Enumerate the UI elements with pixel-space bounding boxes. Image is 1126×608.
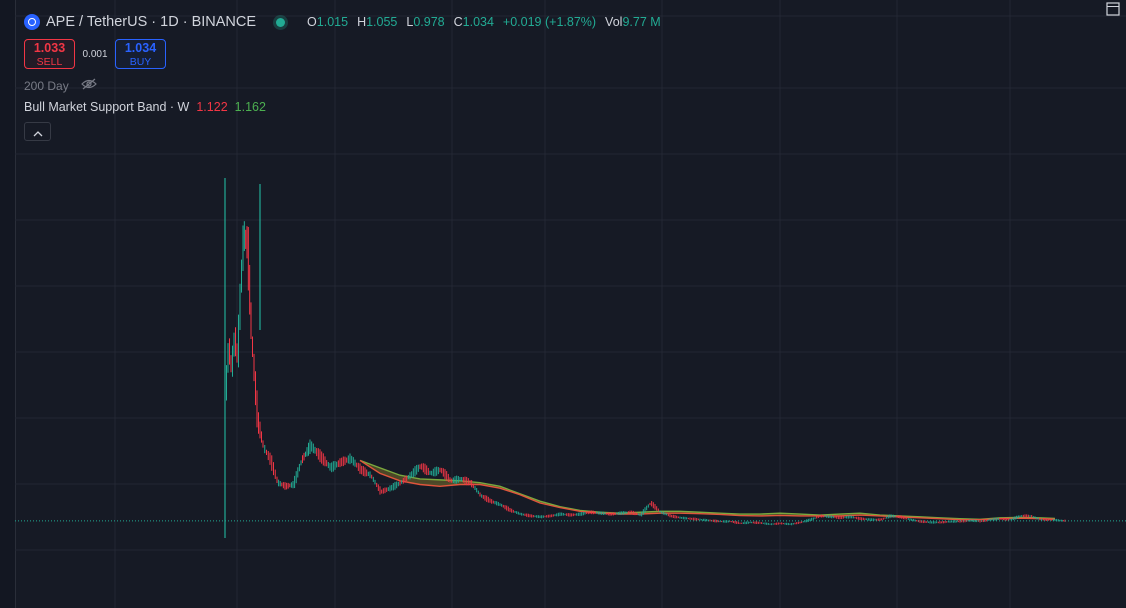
ma-indicator-label: 200 Day xyxy=(24,78,69,93)
trade-buttons: 1.033 SELL 0.001 1.034 BUY xyxy=(24,39,661,69)
band-fill xyxy=(360,460,1055,520)
low-key: L xyxy=(406,15,414,29)
chevron-up-icon xyxy=(33,124,43,140)
volume-value: 9.77 M xyxy=(622,15,661,29)
band-indicator-name: Bull Market Support Band · W xyxy=(24,100,190,114)
sell-price: 1.033 xyxy=(33,41,66,55)
band-upper-line xyxy=(359,459,1056,520)
symbol-logo-icon[interactable] xyxy=(24,14,40,30)
high-key: H xyxy=(357,15,367,29)
sell-button[interactable]: 1.033 SELL xyxy=(24,39,75,69)
buy-label: BUY xyxy=(129,56,152,68)
ohlc-values: O1.015 H1.055 L0.978 C1.034 +0.019 (+1.8… xyxy=(307,15,661,29)
close-key: C xyxy=(453,15,463,29)
buy-price: 1.034 xyxy=(124,41,157,55)
sell-label: SELL xyxy=(36,56,63,68)
market-status-icon[interactable] xyxy=(276,17,286,27)
bull-market-support-band xyxy=(359,459,1056,521)
chart-grid xyxy=(15,0,1126,608)
chart-legend: APE / TetherUS · 1D · BINANCE O1.015 H1.… xyxy=(24,11,661,141)
low-value: 0.978 xyxy=(413,15,445,29)
band-value-2: 1.162 xyxy=(234,100,266,114)
ma-indicator-row[interactable]: 200 Day xyxy=(24,78,661,93)
high-value: 1.055 xyxy=(366,15,398,29)
buy-button[interactable]: 1.034 BUY xyxy=(115,39,166,69)
band-indicator-row[interactable]: Bull Market Support Band · W 1.122 1.162 xyxy=(24,100,661,114)
change-value: +0.019 (+1.87%) xyxy=(502,15,597,29)
band-value-1: 1.122 xyxy=(196,100,228,114)
maximize-chart-button[interactable] xyxy=(1106,2,1120,21)
collapse-legend-button[interactable] xyxy=(24,122,51,141)
maximize-icon xyxy=(1106,2,1120,20)
open-key: O xyxy=(307,15,317,29)
open-value: 1.015 xyxy=(316,15,349,29)
symbol-title[interactable]: APE / TetherUS · 1D · BINANCE xyxy=(46,14,257,30)
close-value: 1.034 xyxy=(462,15,494,29)
volume-key: Vol xyxy=(605,15,623,29)
left-scale-edge xyxy=(0,0,16,608)
eye-crossed-icon[interactable] xyxy=(80,78,97,93)
band-lower-line xyxy=(359,459,1056,521)
spread-value: 0.001 xyxy=(82,48,108,60)
